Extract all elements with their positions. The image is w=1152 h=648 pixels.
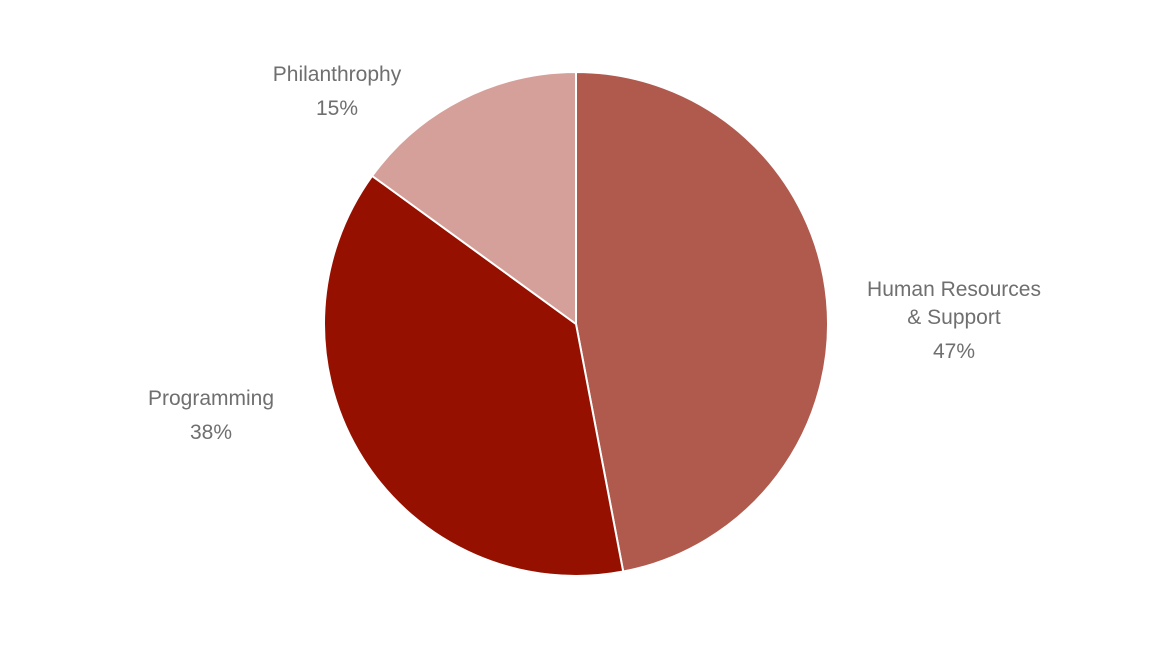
slice-label-name-0-0: Human Resources <box>867 278 1041 301</box>
slice-label-name-0-1: & Support <box>907 306 1001 329</box>
slice-label-1: Programming 38% <box>148 387 274 444</box>
pie-slice-1 <box>323 174 625 577</box>
pie-slice-0 <box>575 70 829 573</box>
slice-value-label-1: 38% <box>190 421 232 444</box>
slice-label-name-1-0: Programming <box>148 387 274 410</box>
slice-label-2: Philanthrophy 15% <box>273 63 402 120</box>
pie-slices <box>323 70 829 577</box>
slice-value-label-2: 15% <box>316 97 358 120</box>
pie-slice-2 <box>370 70 577 326</box>
slice-value-label-0: 47% <box>933 340 975 363</box>
pie-labels: Human Resources & Support 47% Programming 38… <box>148 63 1041 444</box>
slice-label-name-2-0: Philanthrophy <box>273 63 402 86</box>
slice-label-0: Human Resources & Support 47% <box>867 278 1041 363</box>
